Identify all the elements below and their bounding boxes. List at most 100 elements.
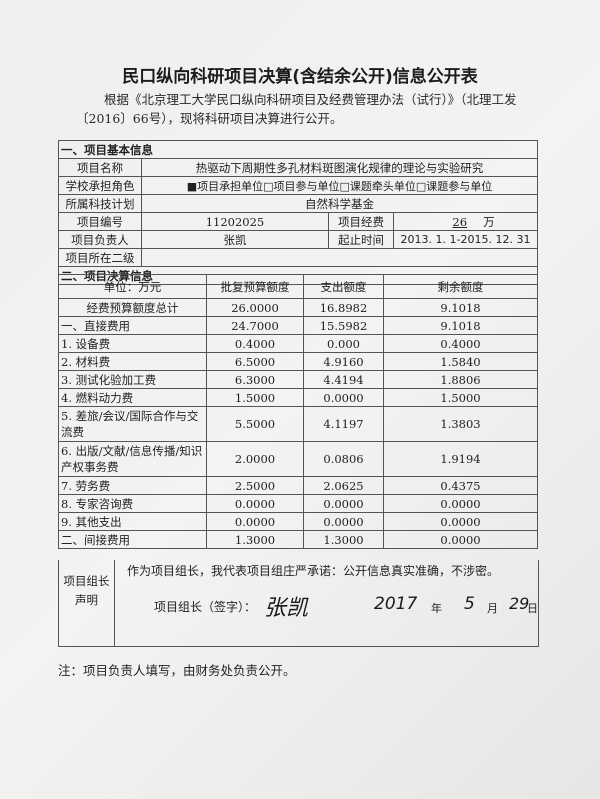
project-period: 2013. 1. 1-2015. 12. 31 xyxy=(393,230,538,249)
date-month: 5 xyxy=(464,594,475,614)
budget-item: 5. 差旅/会议/国际合作与交流费 xyxy=(58,406,207,442)
funding-unit: 万 xyxy=(483,214,495,229)
field-label: 所属科技计划 xyxy=(58,194,142,213)
project-name: 热驱动下周期性多孔材料斑图演化规律的理论与实验研究 xyxy=(141,158,538,177)
remaining-amount: 9.1018 xyxy=(383,298,538,317)
signer-label: 项目组长（签字）： xyxy=(154,600,257,614)
field-label: 项目负责人 xyxy=(58,230,142,249)
budget-row: 一、直接费用 24.7000 15.5982 9.1018 xyxy=(58,316,538,335)
approved-amount: 0.0000 xyxy=(206,512,304,531)
spent-amount: 0.000 xyxy=(303,334,384,353)
budget-table: 单位：万元 批复预算额度 支出额度 剩余额度 经费预算额度总计 26.0000 16.89… xyxy=(58,274,538,549)
budget-row: 8. 专家咨询费 0.0000 0.0000 0.0000 xyxy=(58,494,538,513)
remaining-amount: 1.3803 xyxy=(383,406,538,442)
field-label: 起止时间 xyxy=(328,230,394,249)
remaining-amount: 1.9194 xyxy=(383,441,538,477)
budget-item: 4. 燃料动力费 xyxy=(58,388,207,407)
declaration-box: 项目组长声明 作为项目组长，我代表项目组庄严承诺：公开信息真实准确，不涉密。 项… xyxy=(58,560,539,647)
remaining-amount: 0.0000 xyxy=(383,494,538,513)
year-unit: 年 xyxy=(431,602,442,615)
remaining-amount: 1.8806 xyxy=(383,370,538,389)
budget-row: 2. 材料费 6.5000 4.9160 1.5840 xyxy=(58,352,538,371)
approved-amount: 2.0000 xyxy=(206,441,304,477)
spent-amount: 15.5982 xyxy=(303,316,384,335)
budget-row: 经费预算额度总计 26.0000 16.8982 9.1018 xyxy=(58,298,538,317)
date-year: 2017 xyxy=(374,594,418,614)
basic-info-table: 一、项目基本信息 项目名称 热驱动下周期性多孔材料斑图演化规律的理论与实验研究 学… xyxy=(58,140,538,285)
budget-item: 9. 其他支出 xyxy=(58,512,207,531)
handwritten-signature: 张凯 xyxy=(264,596,309,621)
field-label: 学校承担角色 xyxy=(58,176,142,195)
pledge-text: 作为项目组长，我代表项目组庄严承诺：公开信息真实准确，不涉密。 xyxy=(127,564,500,578)
document-title: 民口纵向科研项目决算(含结余公开)信息公开表 xyxy=(122,67,478,87)
column-header: 支出额度 xyxy=(303,274,384,299)
spent-amount: 4.1197 xyxy=(303,406,384,442)
remaining-amount: 9.1018 xyxy=(383,316,538,335)
budget-item: 6. 出版/文献/信息传播/知识产权事务费 xyxy=(58,441,207,477)
field-label: 项目编号 xyxy=(58,212,142,231)
science-plan: 自然科学基金 xyxy=(141,194,538,213)
budget-row: 1. 设备费 0.4000 0.000 0.4000 xyxy=(58,334,538,353)
column-header: 单位：万元 xyxy=(58,274,207,299)
budget-item: 1. 设备费 xyxy=(58,334,207,353)
budget-row: 3. 测试化验加工费 6.3000 4.4194 1.8806 xyxy=(58,370,538,389)
project-leader: 张凯 xyxy=(141,230,329,249)
budget-row: 9. 其他支出 0.0000 0.0000 0.0000 xyxy=(58,512,538,531)
funding-value: 26 xyxy=(452,214,468,229)
approved-amount: 0.4000 xyxy=(206,334,304,353)
approved-amount: 24.7000 xyxy=(206,316,304,335)
spent-amount: 0.0806 xyxy=(303,441,384,477)
budget-item: 二、间接费用 xyxy=(58,530,207,549)
approved-amount: 6.3000 xyxy=(206,370,304,389)
department xyxy=(141,248,538,267)
intro-paragraph: 根据《北京理工大学民口纵向科研项目及经费管理办法（试行）》（北理工发〔2016〕… xyxy=(76,92,517,126)
spent-amount: 0.0000 xyxy=(303,388,384,407)
approved-amount: 5.5000 xyxy=(206,406,304,442)
approved-amount: 1.3000 xyxy=(206,530,304,549)
budget-item: 一、直接费用 xyxy=(58,316,207,335)
month-unit: 月 xyxy=(487,602,498,615)
column-header: 剩余额度 xyxy=(383,274,538,299)
budget-row: 6. 出版/文献/信息传播/知识产权事务费 2.0000 0.0806 1.9194 xyxy=(58,441,538,477)
section-heading: 一、项目基本信息 xyxy=(58,140,538,159)
project-number: 11202025 xyxy=(141,212,329,231)
spent-amount: 4.4194 xyxy=(303,370,384,389)
school-role: ■项目承担单位□项目参与单位□课题牵头单位□课题参与单位 xyxy=(141,176,538,195)
budget-item: 8. 专家咨询费 xyxy=(58,494,207,513)
approved-amount: 0.0000 xyxy=(206,494,304,513)
remaining-amount: 0.0000 xyxy=(383,530,538,549)
spent-amount: 16.8982 xyxy=(303,298,384,317)
footnote: 注：项目负责人填写，由财务处负责公开。 xyxy=(58,663,296,678)
approved-amount: 6.5000 xyxy=(206,352,304,371)
budget-row: 4. 燃料动力费 1.5000 0.0000 1.5000 xyxy=(58,388,538,407)
spent-amount: 1.3000 xyxy=(303,530,384,549)
spent-amount: 2.0625 xyxy=(303,476,384,495)
spent-amount: 0.0000 xyxy=(303,512,384,531)
spent-amount: 0.0000 xyxy=(303,494,384,513)
remaining-amount: 1.5840 xyxy=(383,352,538,371)
remaining-amount: 0.4375 xyxy=(383,476,538,495)
budget-item: 经费预算额度总计 xyxy=(58,298,207,317)
budget-item: 7. 劳务费 xyxy=(58,476,207,495)
approved-amount: 2.5000 xyxy=(206,476,304,495)
budget-item: 3. 测试化验加工费 xyxy=(58,370,207,389)
remaining-amount: 1.5000 xyxy=(383,388,538,407)
remaining-amount: 0.4000 xyxy=(383,334,538,353)
budget-row: 5. 差旅/会议/国际合作与交流费 5.5000 4.1197 1.3803 xyxy=(58,406,538,442)
date-day: 29 xyxy=(509,594,530,613)
approved-amount: 26.0000 xyxy=(206,298,304,317)
field-label: 项目所在二级 xyxy=(58,248,142,267)
approved-amount: 1.5000 xyxy=(206,388,304,407)
remaining-amount: 0.0000 xyxy=(383,512,538,531)
day-unit: 日 xyxy=(527,602,538,615)
budget-row: 7. 劳务费 2.5000 2.0625 0.4375 xyxy=(58,476,538,495)
project-funding: 26 万 xyxy=(393,212,538,231)
field-label: 项目经费 xyxy=(328,212,394,231)
budget-row: 二、间接费用 1.3000 1.3000 0.0000 xyxy=(58,530,538,549)
declaration-label: 项目组长声明 xyxy=(59,560,115,646)
budget-item: 2. 材料费 xyxy=(58,352,207,371)
column-header: 批复预算额度 xyxy=(206,274,304,299)
spent-amount: 4.9160 xyxy=(303,352,384,371)
field-label: 项目名称 xyxy=(58,158,142,177)
